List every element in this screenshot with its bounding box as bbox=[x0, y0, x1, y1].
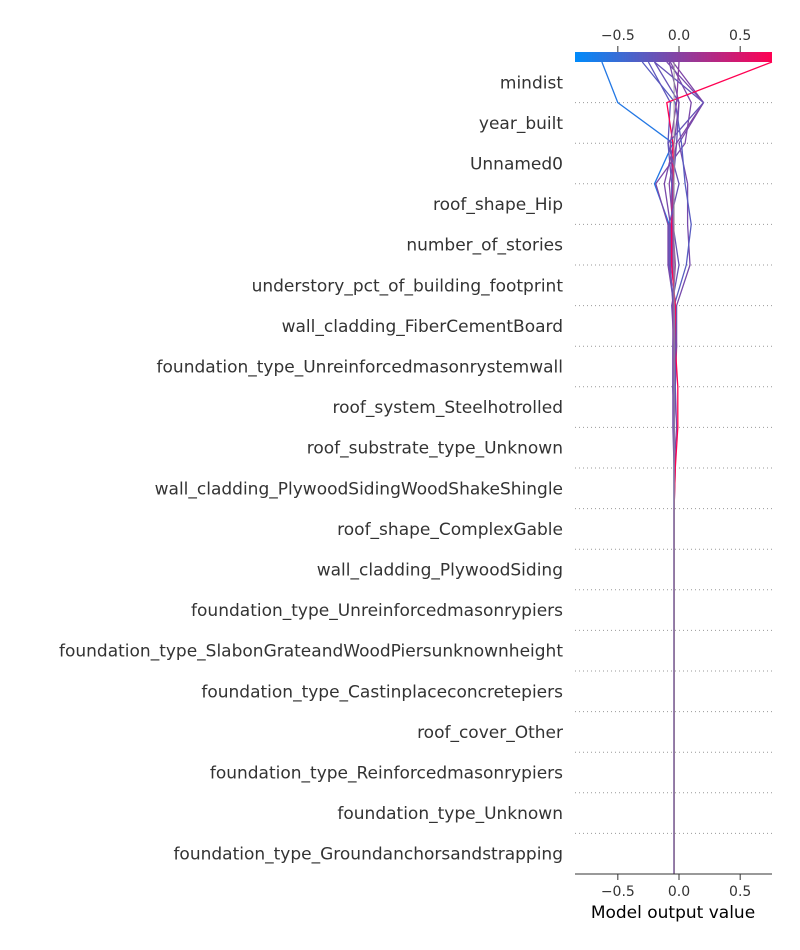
feature-label: Unnamed0 bbox=[470, 155, 563, 175]
bottom-axis-ticks: −0.5 0.0 0.5 bbox=[601, 874, 751, 900]
top-tick-label: −0.5 bbox=[601, 28, 635, 44]
feature-label: roof_shape_Hip bbox=[433, 195, 563, 215]
bottom-tick-label: 0.0 bbox=[668, 884, 690, 900]
feature-label: year_built bbox=[479, 114, 563, 134]
x-axis-label: Model output value bbox=[591, 903, 755, 923]
axes bbox=[575, 62, 772, 875]
top-axis-ticks: −0.5 0.0 0.5 bbox=[601, 28, 751, 52]
feature-label: roof_system_Steelhotrolled bbox=[332, 398, 563, 418]
colorbar bbox=[575, 52, 772, 62]
top-tick-label: 0.5 bbox=[729, 28, 751, 44]
feature-label: foundation_type_Unknown bbox=[337, 804, 563, 824]
feature-label: roof_cover_Other bbox=[417, 723, 563, 743]
bottom-tick-label: 0.5 bbox=[729, 884, 751, 900]
feature-label: foundation_type_Unreinforcedmasonrypiers bbox=[191, 601, 563, 621]
feature-label: mindist bbox=[500, 73, 563, 93]
feature-label: wall_cladding_PlywoodSidingWoodShakeShin… bbox=[155, 479, 563, 499]
feature-label: foundation_type_Unreinforcedmasonrystemw… bbox=[157, 358, 563, 378]
feature-label: number_of_stories bbox=[406, 236, 563, 256]
feature-label: foundation_type_Groundanchorsandstrappin… bbox=[173, 845, 563, 865]
grid-lines bbox=[575, 102, 772, 834]
feature-label: foundation_type_Reinforcedmasonrypiers bbox=[210, 764, 563, 784]
top-tick-label: 0.0 bbox=[668, 28, 690, 44]
feature-label: foundation_type_SlabonGrateandWoodPiersu… bbox=[59, 642, 563, 662]
feature-label: foundation_type_Castinplaceconcretepiers bbox=[201, 682, 563, 702]
feature-label: roof_substrate_type_Unknown bbox=[307, 439, 563, 459]
feature-label: understory_pct_of_building_footprint bbox=[252, 276, 564, 296]
feature-label: wall_cladding_PlywoodSiding bbox=[317, 561, 563, 581]
bottom-tick-label: −0.5 bbox=[601, 884, 635, 900]
feature-label: wall_cladding_FiberCementBoard bbox=[282, 317, 563, 337]
feature-label: roof_shape_ComplexGable bbox=[337, 520, 563, 540]
feature-labels: mindist year_built Unnamed0 roof_shape_Hipn… bbox=[59, 73, 563, 864]
